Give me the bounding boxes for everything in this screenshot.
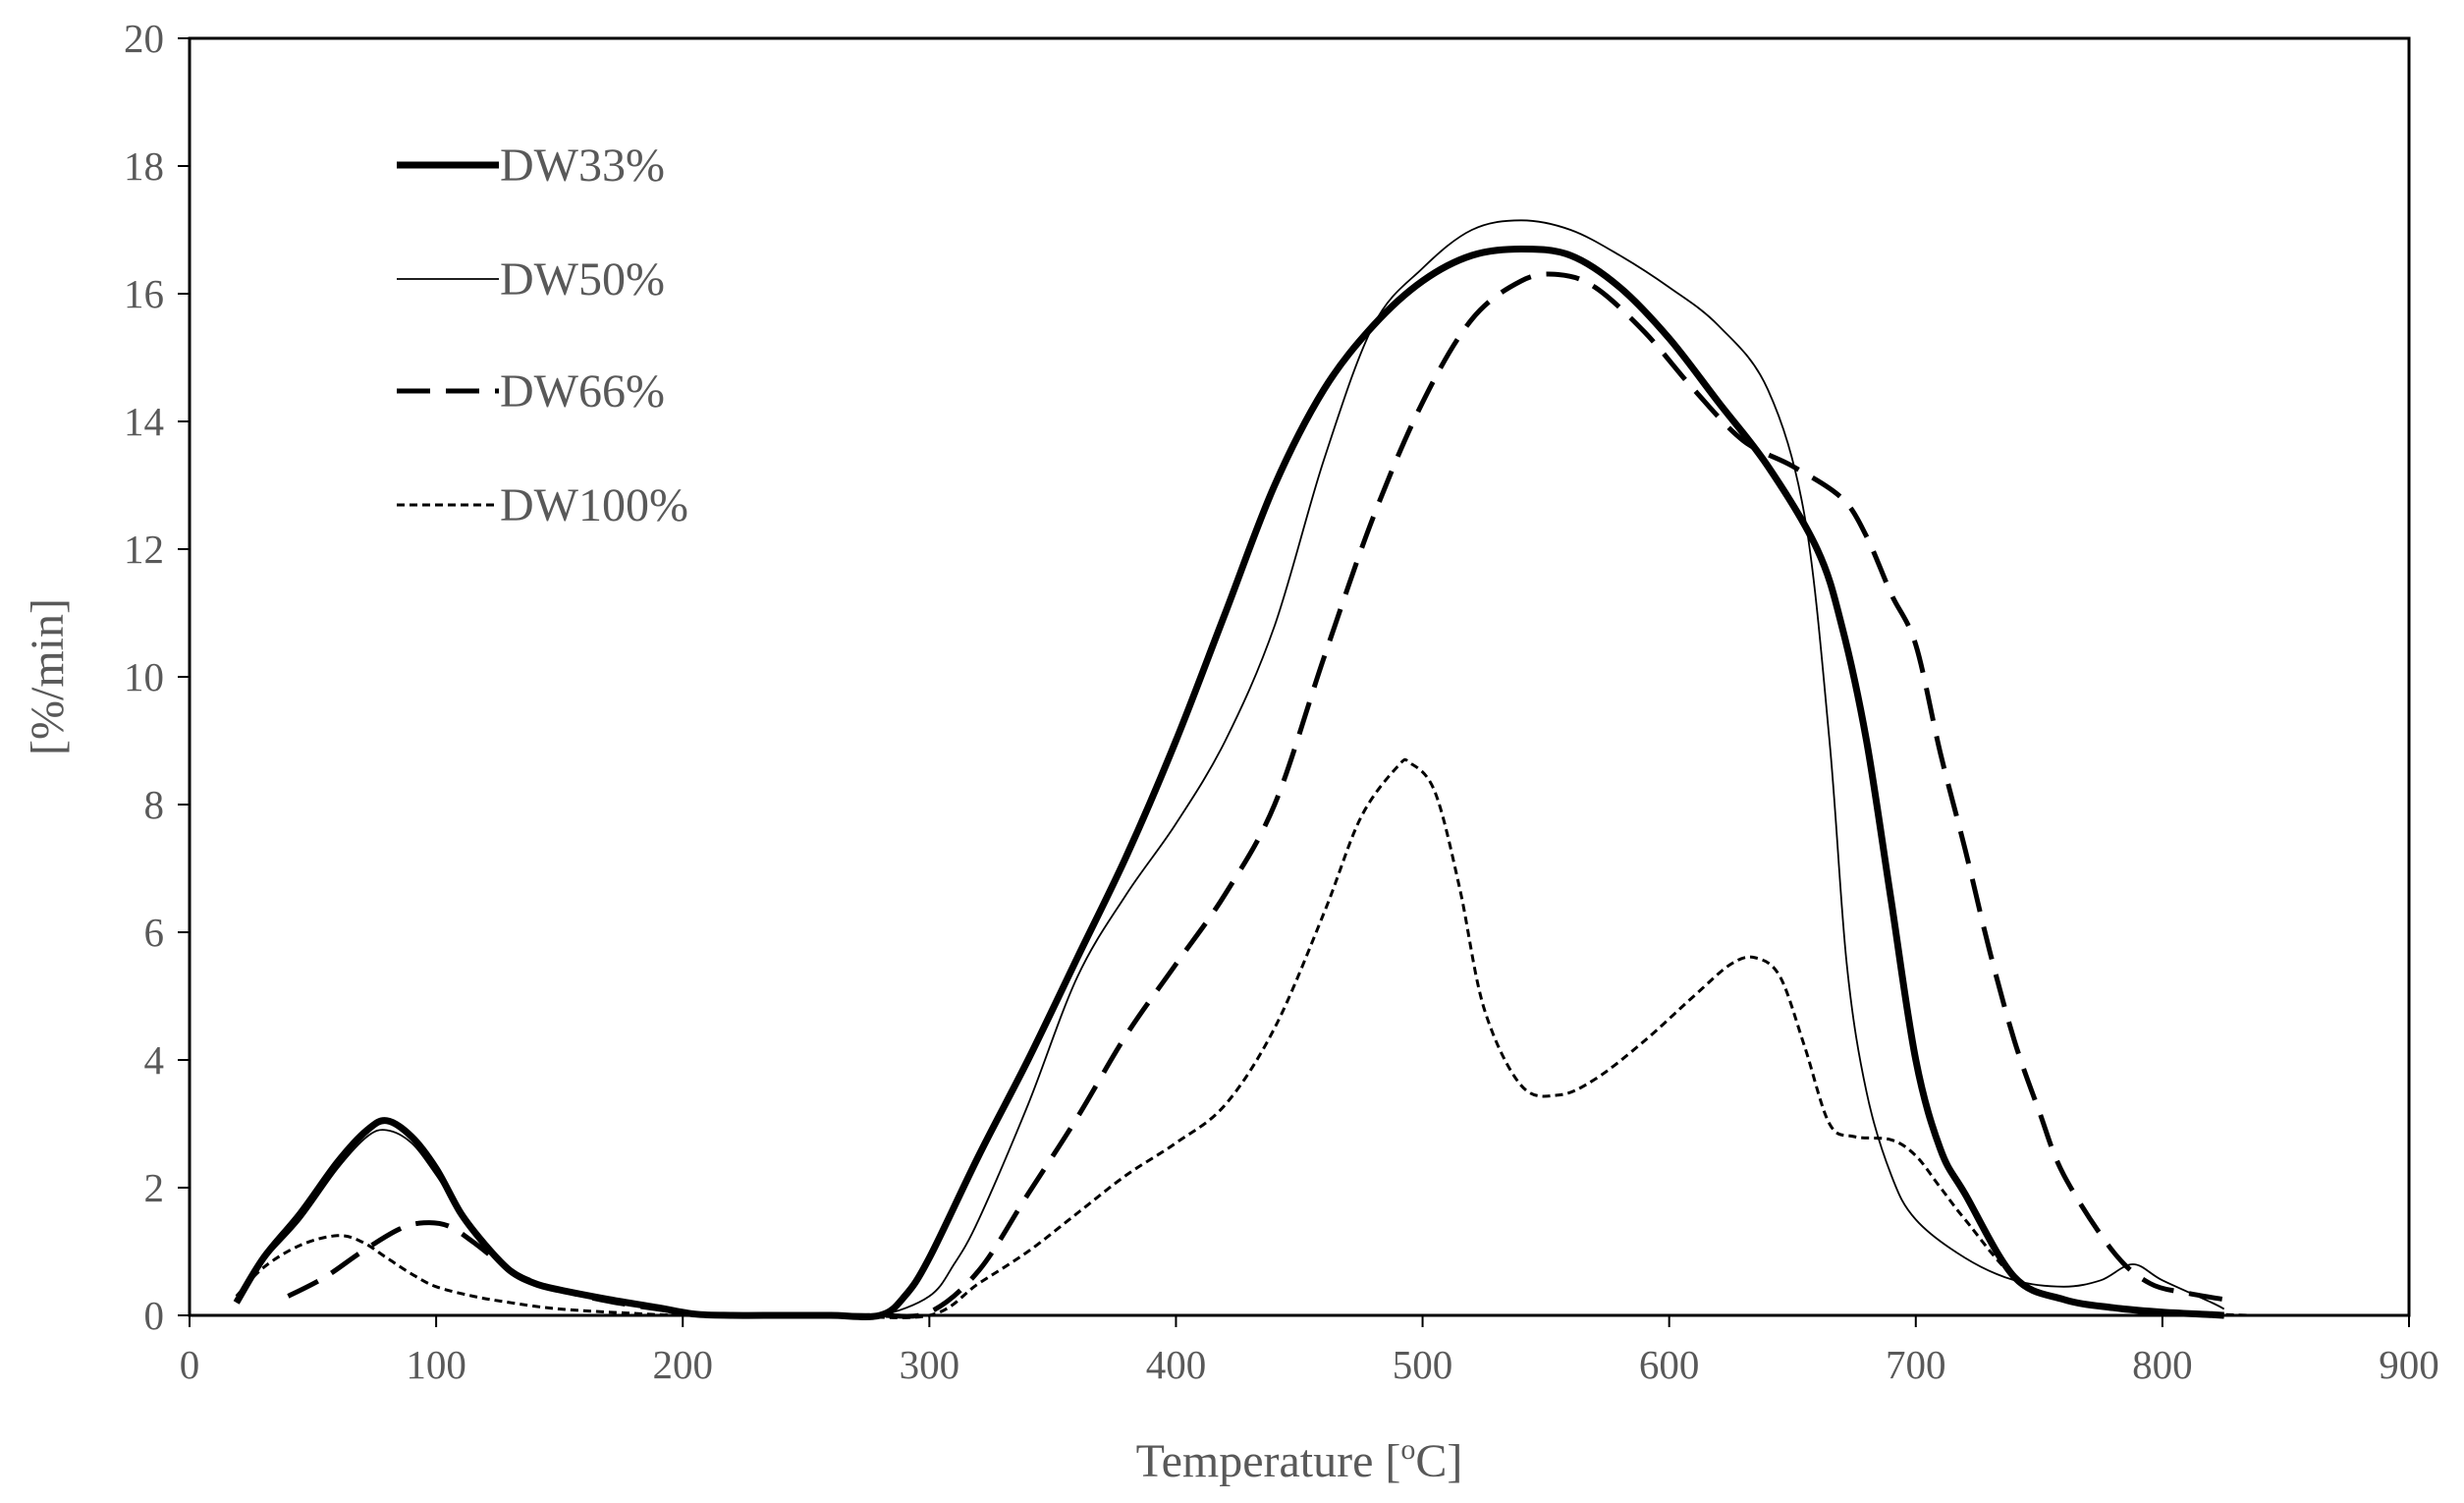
y-tick-label: 2: [144, 1165, 165, 1210]
series-line-dw50: [235, 219, 2225, 1318]
y-tick-label: 8: [144, 782, 165, 827]
x-tick-label: 200: [652, 1342, 713, 1387]
x-axis-title: Temperature [oC]: [1136, 1433, 1463, 1487]
series-line-dw100: [235, 757, 2249, 1319]
legend-label-dw33: DW33%: [500, 139, 665, 192]
x-axis-ticks: 0 100 200 300 400 500 600 700 800 900: [180, 1315, 2439, 1387]
legend: DW33% DW50% DW66% DW100%: [397, 139, 688, 531]
series-layer: [233, 219, 2249, 1320]
legend-label-dw100: DW100%: [500, 479, 688, 531]
x-tick-label: 800: [2132, 1342, 2193, 1387]
y-tick-label: 16: [124, 271, 164, 316]
x-tick-label: 400: [1146, 1342, 1207, 1387]
y-tick-label: 20: [124, 16, 164, 61]
x-tick-label: 500: [1393, 1342, 1453, 1387]
y-tick-label: 0: [144, 1293, 165, 1338]
x-tick-label: 300: [900, 1342, 960, 1387]
x-tick-label: 900: [2379, 1342, 2439, 1387]
x-axis-title-unit: C]: [1415, 1435, 1462, 1487]
series-line-dw66: [287, 271, 2225, 1319]
x-axis-title-main: Temperature [: [1136, 1435, 1401, 1487]
y-tick-label: 12: [124, 527, 164, 572]
y-tick-label: 4: [144, 1037, 165, 1083]
x-tick-label: 600: [1639, 1342, 1700, 1387]
legend-label-dw66: DW66%: [500, 365, 665, 418]
y-tick-label: 18: [124, 143, 164, 189]
x-tick-label: 100: [406, 1342, 466, 1387]
y-axis-title: [%/min]: [22, 598, 74, 755]
y-tick-label: 10: [124, 654, 164, 699]
y-tick-label: 14: [124, 399, 164, 444]
x-tick-label: 0: [180, 1342, 200, 1387]
y-tick-label: 6: [144, 910, 165, 955]
x-axis-title-degree: o: [1400, 1433, 1415, 1466]
x-tick-label: 700: [1886, 1342, 1946, 1387]
legend-label-dw50: DW50%: [500, 253, 665, 306]
y-axis-ticks: 0 2 4 6 8 10 12 14 16 18 20: [124, 16, 190, 1338]
